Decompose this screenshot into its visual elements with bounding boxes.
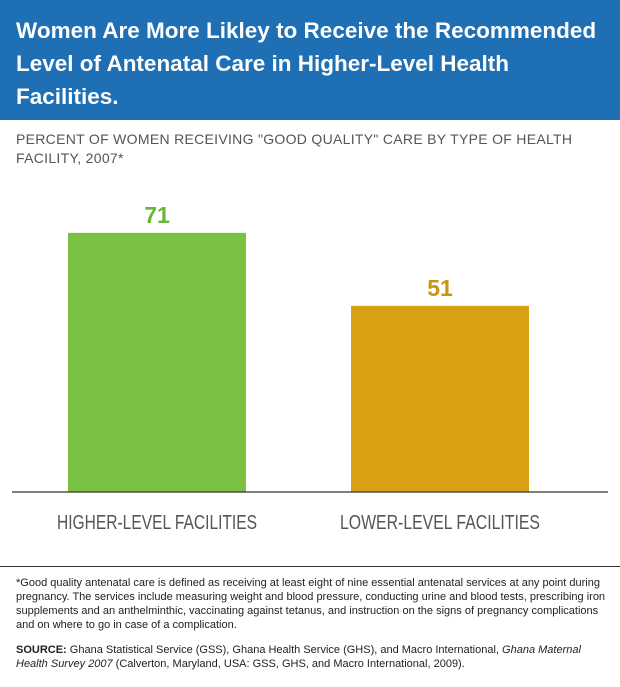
footnote-divider <box>0 566 620 567</box>
category-label-higher-level: HIGHER-LEVEL FACILITIES <box>57 512 257 534</box>
bar-higher-level <box>68 232 246 492</box>
bar-lower-level <box>351 305 529 492</box>
chart-subtitle: PERCENT OF WOMEN RECEIVING "GOOD QUALITY… <box>16 131 573 166</box>
source-text-after: (Calverton, Maryland, USA: GSS, GHS, and… <box>112 658 465 670</box>
bar-group <box>68 232 529 492</box>
category-label-lower-level: LOWER-LEVEL FACILITIES <box>340 512 540 534</box>
bar-chart: 71 HIGHER-LEVEL FACILITIES 51 LOWER-LEVEL F… <box>12 202 608 534</box>
data-label-higher-level: 71 <box>144 202 170 228</box>
source-label: SOURCE: <box>16 644 67 656</box>
footnote: *Good quality antenatal care is defined … <box>16 577 606 631</box>
data-label-lower-level: 51 <box>427 275 453 301</box>
chart-title: Women Are More Likley to Receive the Rec… <box>16 18 597 109</box>
source-publication-title: Ghana Maternal Health Survey 2007 <box>16 644 581 670</box>
source-citation: SOURCE: Ghana Statistical Service (GSS),… <box>16 643 608 671</box>
header-banner: Women Are More Likley to Receive the Rec… <box>0 0 620 120</box>
source-text-before: Ghana Statistical Service (GSS), Ghana H… <box>66 644 503 656</box>
label-group: 71 HIGHER-LEVEL FACILITIES 51 LOWER-LEVEL F… <box>57 202 540 534</box>
